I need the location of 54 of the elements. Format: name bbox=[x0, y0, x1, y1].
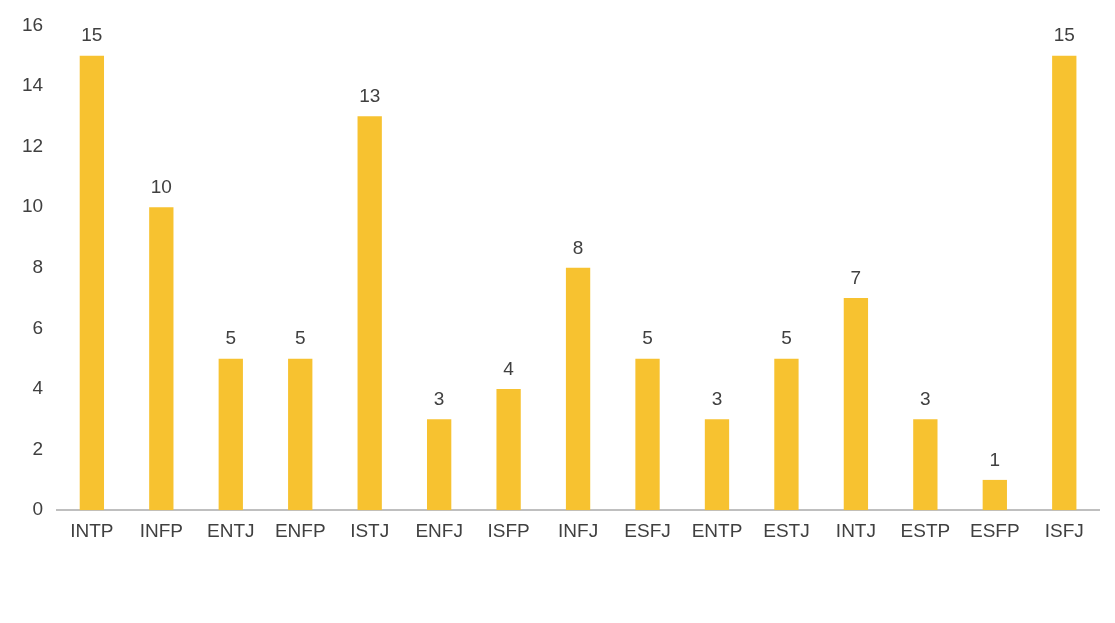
y-tick-label: 4 bbox=[32, 377, 44, 399]
y-tick-label: 16 bbox=[21, 13, 44, 35]
x-tick-label: ESTJ bbox=[763, 519, 810, 541]
x-tick-label: ISFP bbox=[487, 519, 530, 541]
bar bbox=[982, 479, 1007, 511]
x-tick-label: INFP bbox=[139, 519, 183, 541]
y-tick-label: 10 bbox=[21, 195, 44, 217]
y-tick-label: 6 bbox=[32, 316, 44, 338]
x-tick-label: ENTJ bbox=[207, 519, 255, 541]
x-tick-label: INTP bbox=[70, 519, 114, 541]
x-tick-label: ENFP bbox=[274, 519, 326, 541]
x-tick-label: ENTP bbox=[691, 519, 743, 541]
data-label: 3 bbox=[711, 388, 723, 410]
bar bbox=[288, 358, 313, 511]
x-tick-label: INTJ bbox=[835, 519, 876, 541]
data-label: 13 bbox=[359, 85, 381, 107]
x-tick-label: ISTJ bbox=[350, 519, 390, 541]
data-label: 4 bbox=[503, 357, 515, 379]
x-tick-label: ENFJ bbox=[415, 519, 463, 541]
x-tick-label: ESFP bbox=[970, 519, 1020, 541]
bar bbox=[427, 419, 452, 511]
data-label: 15 bbox=[1053, 24, 1075, 46]
data-label: 7 bbox=[850, 266, 862, 288]
bar bbox=[565, 267, 591, 511]
x-tick-label: INFJ bbox=[558, 519, 599, 541]
bar bbox=[843, 298, 869, 511]
bar bbox=[704, 419, 730, 511]
bar bbox=[913, 419, 938, 511]
bar bbox=[496, 389, 521, 511]
y-tick-label: 0 bbox=[32, 498, 44, 520]
data-label: 5 bbox=[642, 327, 653, 349]
y-tick-label: 2 bbox=[32, 437, 44, 459]
data-label: 15 bbox=[81, 24, 103, 46]
data-label: 3 bbox=[433, 388, 445, 410]
x-tick-label: ISFJ bbox=[1044, 519, 1084, 541]
bar bbox=[635, 358, 660, 511]
bar bbox=[149, 207, 174, 511]
data-label: 5 bbox=[781, 327, 792, 349]
data-label: 10 bbox=[150, 175, 172, 197]
bar bbox=[774, 358, 799, 511]
bar bbox=[218, 358, 243, 511]
y-tick-label: 14 bbox=[21, 74, 44, 96]
bar bbox=[357, 116, 382, 511]
data-label: 3 bbox=[920, 388, 931, 410]
data-label: 8 bbox=[572, 236, 584, 258]
bar bbox=[79, 55, 105, 511]
x-tick-label: ESFJ bbox=[624, 519, 671, 541]
data-label: 5 bbox=[225, 327, 237, 349]
y-tick-label: 8 bbox=[32, 256, 44, 278]
data-label: 1 bbox=[989, 448, 1001, 470]
y-tick-label: 12 bbox=[21, 134, 44, 156]
bar bbox=[1052, 55, 1077, 511]
x-tick-label: ESTP bbox=[900, 519, 951, 541]
data-label: 5 bbox=[294, 327, 306, 349]
